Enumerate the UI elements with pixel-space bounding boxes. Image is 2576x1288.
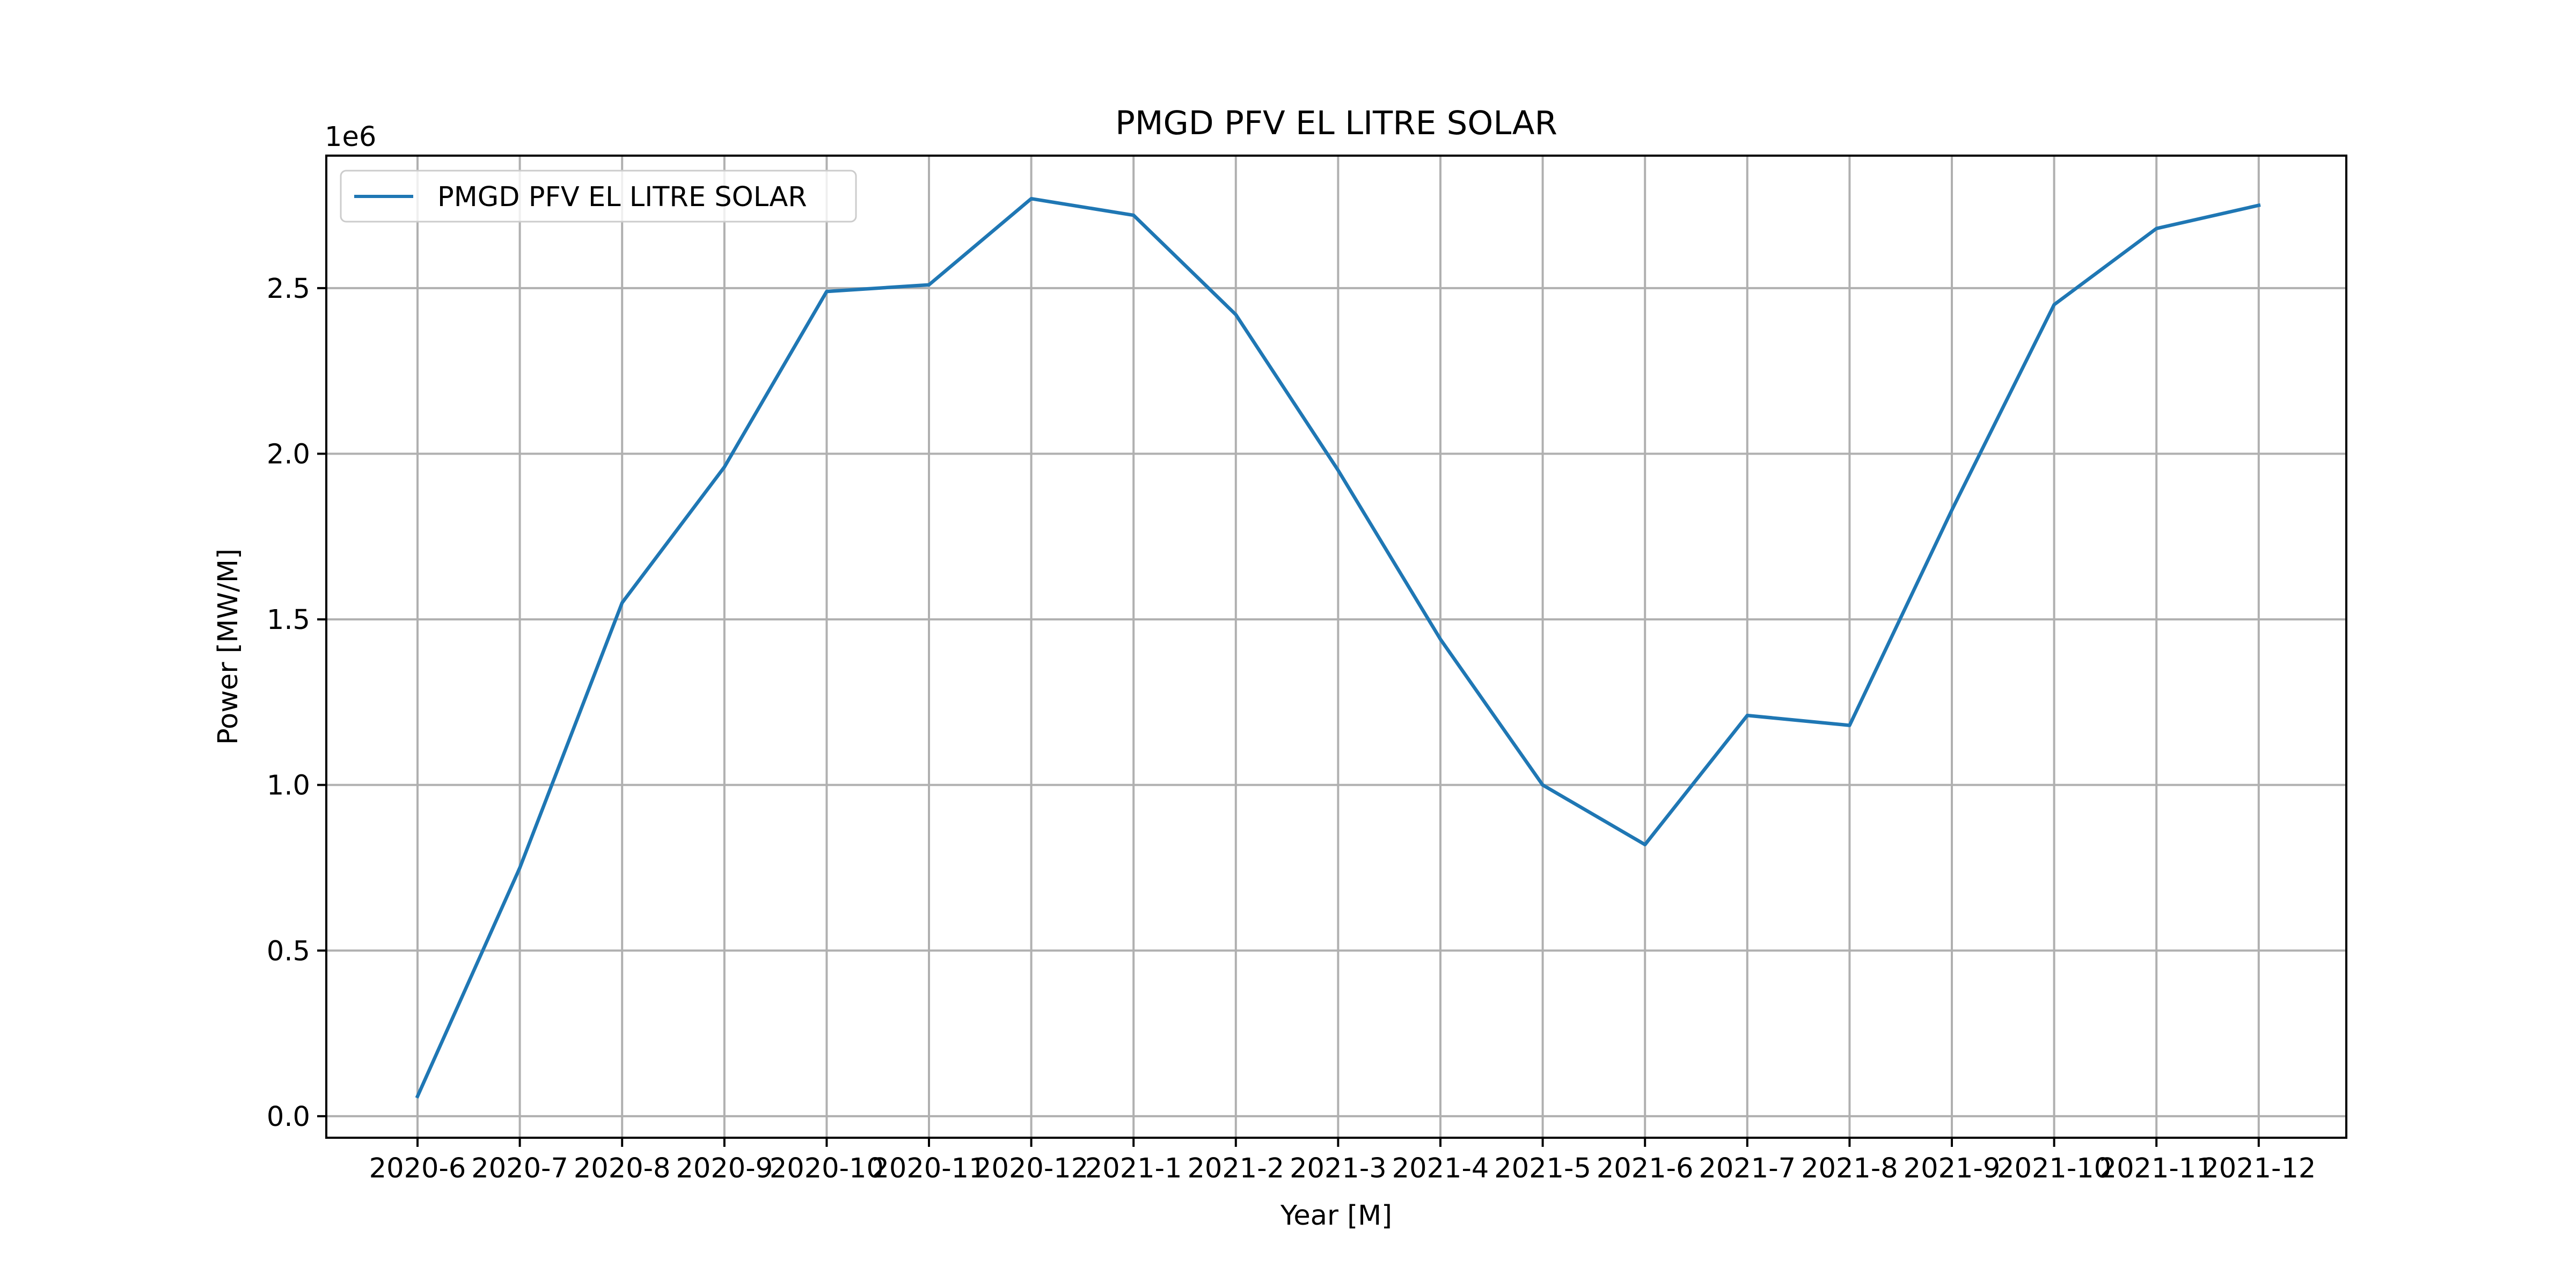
- y-tick-label: 0.5: [267, 935, 310, 967]
- x-tick-label: 2021-6: [1597, 1153, 1694, 1184]
- y-axis: 0.0 0.5 1.0 1.5 2.0 2.5: [267, 273, 326, 1133]
- x-tick-label: 2021-1: [1085, 1153, 1182, 1184]
- y-tick-label: 0.0: [267, 1101, 310, 1133]
- x-gridlines: [416, 156, 2260, 1138]
- x-tick-label: 2020-8: [574, 1153, 671, 1184]
- legend: PMGD PFV EL LITRE SOLAR: [340, 170, 857, 223]
- x-axis: 2020-6 2020-7 2020-8 2020-92020-102020-1120…: [369, 1138, 2316, 1184]
- x-tick-label: 2021-10: [1997, 1153, 2111, 1184]
- legend-box: [340, 170, 857, 223]
- x-axis-label: Year [M]: [1280, 1200, 1392, 1232]
- x-tick-label: 2020-11: [872, 1153, 986, 1184]
- series-layer: [415, 196, 2261, 1099]
- y-axis-label: Power [MW/M]: [213, 548, 244, 745]
- x-tick-label: 2021-2: [1187, 1153, 1284, 1184]
- x-tick-label: 2021-5: [1494, 1153, 1591, 1184]
- x-tick-label: 2020-12: [974, 1153, 1088, 1184]
- x-tick-label: 2021-8: [1801, 1153, 1898, 1184]
- y-tick-label: 1.5: [267, 604, 310, 636]
- x-tick-label: 2021-3: [1290, 1153, 1387, 1184]
- y-tick-label: 1.0: [267, 770, 310, 802]
- x-tick-label: 2020-10: [770, 1153, 884, 1184]
- y-gridlines: [326, 287, 2346, 1117]
- series-line: [415, 196, 2261, 1099]
- y-tick-label: 2.5: [267, 273, 310, 305]
- y-offset-text: 1e6: [325, 121, 376, 153]
- legend-label: PMGD PFV EL LITRE SOLAR: [437, 181, 807, 213]
- x-tick-label: 2020-7: [471, 1153, 568, 1184]
- x-tick-label: 2021-11: [2099, 1153, 2214, 1184]
- x-tick-label: 2021-12: [2201, 1153, 2316, 1184]
- x-tick-label: 2021-9: [1904, 1153, 2001, 1184]
- x-tick-label: 2021-7: [1699, 1153, 1796, 1184]
- plot-area: [326, 156, 2346, 1138]
- plot-frame: [325, 155, 2347, 1139]
- x-tick-label: 2021-4: [1392, 1153, 1489, 1184]
- x-tick-label: 2020-9: [676, 1153, 773, 1184]
- x-tick-label: 2020-6: [369, 1153, 466, 1184]
- y-tick-label: 2.0: [267, 438, 310, 470]
- chart-title: PMGD PFV EL LITRE SOLAR: [1115, 104, 1557, 142]
